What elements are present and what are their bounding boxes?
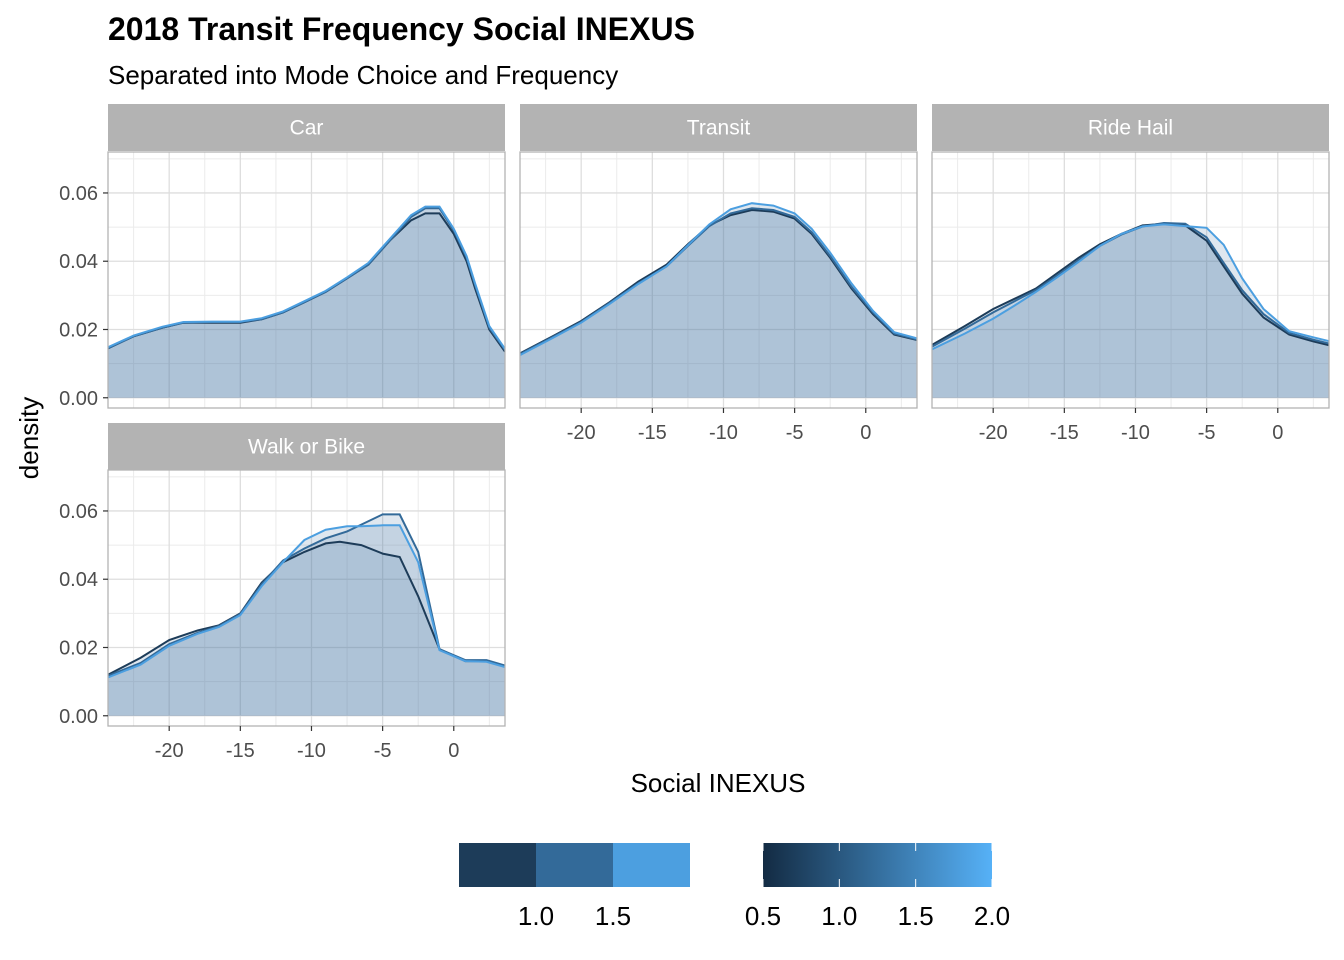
legend-continuous-label: 0.5: [745, 901, 781, 931]
x-tick-label: -5: [374, 740, 392, 762]
gridlines: [520, 152, 917, 408]
chart-subtitle: Separated into Mode Choice and Frequency: [108, 60, 618, 90]
legend-continuous-label: 1.5: [898, 901, 934, 931]
panel-transit: Transit -20 -15 -10 -5 0: [519, 104, 918, 444]
y-tick-label: 0.06: [59, 183, 98, 205]
density-area-3: [108, 525, 505, 716]
panel-border: [519, 151, 918, 409]
y-tick-label: 0.06: [59, 501, 98, 523]
density-area-2: [932, 223, 1329, 398]
strip-transit: [520, 104, 917, 151]
panel-walk-or-bike: Walk or Bike 0.00 0.02 0.04 0.06 -20 -15 -10 -5 0: [59, 423, 506, 762]
panel-car: Car 0.00 0.02 0.04 0.06: [59, 104, 506, 410]
x-tick-label: -20: [155, 740, 184, 762]
legend-binned-label: 1.5: [595, 901, 631, 931]
y-axis-title: density: [14, 397, 44, 479]
density-line-3: [108, 524, 505, 679]
legend-binned: 1.0 1.5: [459, 843, 690, 931]
gridlines: [108, 152, 505, 408]
x-tick-label: 0: [860, 422, 871, 444]
x-axis-title: Social INEXUS: [631, 768, 806, 798]
legend-continuous-label: 1.0: [821, 901, 857, 931]
legend-continuous-label: 2.0: [974, 901, 1010, 931]
density-area-2: [520, 208, 917, 398]
legend-bin-2: [536, 843, 613, 887]
density-line-2: [932, 221, 1329, 348]
density-series: [932, 221, 1329, 398]
chart-title: 2018 Transit Frequency Social INEXUS: [108, 11, 695, 47]
y-tick-label: 0.04: [59, 569, 98, 591]
density-line-3: [520, 202, 917, 356]
strip-label-walk-or-bike: Walk or Bike: [248, 436, 365, 459]
legend-bin-1: [459, 843, 536, 887]
strip-label-car: Car: [290, 117, 324, 140]
strip-car: [108, 104, 505, 151]
x-tick-label: -15: [638, 422, 667, 444]
x-tick-label: -10: [297, 740, 326, 762]
legends: 1.0 1.5 0.5 1.0 1.5 2.0: [459, 843, 1010, 931]
plot-background: [520, 152, 917, 408]
density-area-1: [520, 210, 917, 398]
x-tick-label: -15: [1050, 422, 1079, 444]
strip-label-transit: Transit: [687, 117, 751, 140]
x-tick-label: -10: [1121, 422, 1150, 444]
plot-background: [108, 470, 505, 726]
y-tick-label: 0.00: [59, 388, 98, 410]
plot-background: [108, 152, 505, 408]
gridlines: [932, 152, 1329, 408]
x-tick-label: -20: [979, 422, 1008, 444]
panel-border: [107, 469, 506, 727]
gridlines: [108, 470, 505, 726]
panel-border: [931, 151, 1330, 409]
density-area-2: [108, 514, 505, 716]
x-tick-label: -20: [567, 422, 596, 444]
x-tick-label: -15: [226, 740, 255, 762]
x-tick-label: 0: [448, 740, 459, 762]
plot-background: [932, 152, 1329, 408]
density-line-3: [108, 205, 505, 350]
density-area-2: [108, 208, 505, 398]
density-area-3: [520, 203, 917, 398]
strip-label-ride-hail: Ride Hail: [1088, 117, 1173, 140]
density-area-1: [108, 213, 505, 398]
legend-binned-label: 1.0: [518, 901, 554, 931]
legend-colorbar: [763, 843, 992, 887]
density-area-1: [108, 541, 505, 716]
y-tick-label: 0.02: [59, 637, 98, 659]
density-area-3: [932, 224, 1329, 398]
x-tick-label: 0: [1272, 422, 1283, 444]
density-series: [520, 202, 917, 398]
density-series: [108, 205, 505, 398]
legend-continuous: 0.5 1.0 1.5 2.0: [745, 843, 1010, 931]
density-area-1: [932, 223, 1329, 398]
y-tick-label: 0.00: [59, 706, 98, 728]
strip-ride-hail: [932, 104, 1329, 151]
x-tick-label: -5: [1198, 422, 1216, 444]
x-tick-label: -5: [786, 422, 804, 444]
panel-border: [107, 151, 506, 409]
panel-ride-hail: Ride Hail -20 -15 -10 -5 0: [931, 104, 1330, 444]
legend-bin-3: [613, 843, 690, 887]
density-series: [108, 513, 505, 716]
y-tick-label: 0.04: [59, 251, 98, 273]
density-line-3: [932, 223, 1329, 351]
strip-walk-or-bike: [108, 423, 505, 470]
y-tick-label: 0.02: [59, 319, 98, 341]
x-tick-label: -10: [709, 422, 738, 444]
